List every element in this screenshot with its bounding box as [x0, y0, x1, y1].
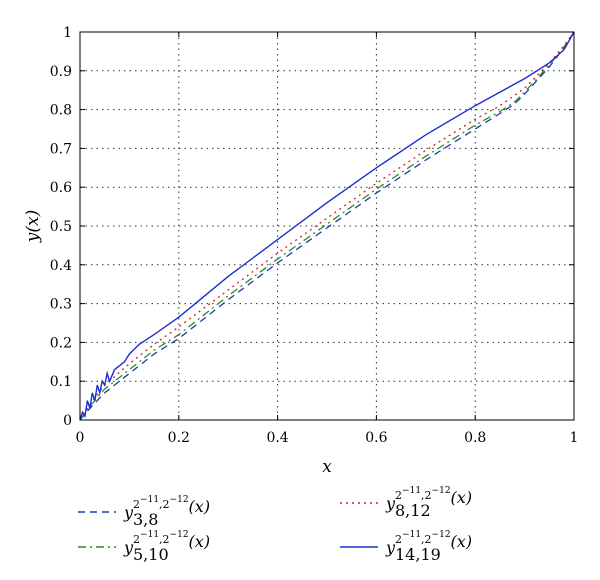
- y-axis-label: y(x): [23, 210, 43, 243]
- y-tick-label: 0: [63, 413, 72, 429]
- y-tick-label: 0.4: [50, 258, 72, 274]
- legend-label-4: y2−11,2−12(x): [385, 530, 472, 557]
- series-line-3: [79, 31, 575, 421]
- series-line-2: [79, 31, 575, 421]
- plot-frame: [79, 31, 575, 421]
- y-tick-label: 0.3: [50, 297, 72, 313]
- legend-subscript-1: 3,8: [133, 510, 158, 529]
- legend-label-1: y2−11,2−12(x): [123, 495, 210, 522]
- legend-label-3: y2−11,2−12(x): [385, 486, 472, 513]
- series-line-4: [79, 31, 575, 421]
- x-tick-label: 0.6: [365, 430, 387, 446]
- y-tick-label: 0.7: [50, 141, 72, 157]
- legend-subscript-3: 8,12: [395, 501, 431, 520]
- y-tick-label: 0.2: [50, 335, 72, 351]
- grid: [79, 31, 575, 421]
- x-axis-label: x: [322, 457, 332, 477]
- y-tick-label: 0.1: [50, 374, 72, 390]
- legend-label-2: y2−11,2−12(x): [123, 530, 210, 557]
- x-tick-label: 0.8: [464, 430, 486, 446]
- series-layer: [79, 31, 575, 421]
- y-tick-label: 0.9: [50, 64, 72, 80]
- legend-subscript-2: 5,10: [133, 545, 169, 564]
- y-tick-label: 0.6: [50, 180, 72, 196]
- legend-subscript-4: 14,19: [395, 545, 441, 564]
- y-tick-label: 0.5: [50, 219, 72, 235]
- x-tick-label: 1: [570, 430, 579, 446]
- legend: y2−11,2−12(x)3,8y2−11,2−12(x)5,10y2−11,2…: [78, 486, 472, 564]
- x-tick-label: 0.4: [266, 430, 288, 446]
- x-tick-label: 0: [76, 430, 85, 446]
- y-tick-label: 1: [63, 25, 72, 41]
- series-line-1: [79, 31, 575, 421]
- tick-labels: 0 0.2 0.4 0.6 0.8 1 0 0.1 0.2 0.3 0.4 0.5 0.6 0.7 0.8 0…: [50, 25, 579, 446]
- x-tick-label: 0.2: [168, 430, 190, 446]
- y-tick-label: 0.8: [50, 103, 72, 119]
